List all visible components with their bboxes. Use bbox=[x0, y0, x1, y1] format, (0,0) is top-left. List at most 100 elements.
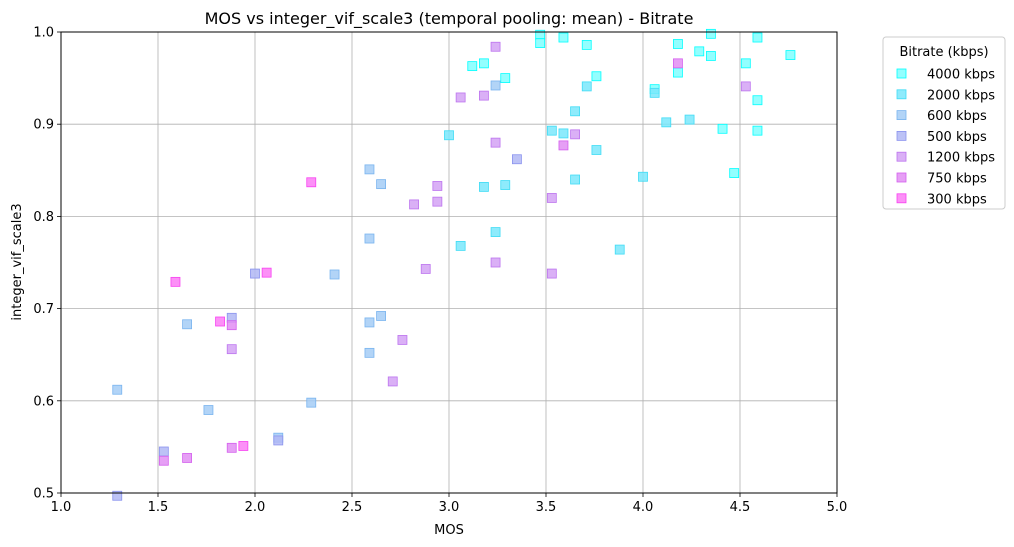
data-point bbox=[558, 140, 569, 151]
data-point bbox=[226, 442, 237, 453]
data-point bbox=[203, 405, 214, 415]
legend-label: 500 kbps bbox=[927, 130, 987, 145]
data-point bbox=[706, 51, 716, 61]
x-tick-label: 1.5 bbox=[148, 500, 169, 515]
data-point bbox=[535, 38, 546, 48]
data-point bbox=[467, 61, 478, 72]
data-point bbox=[546, 193, 557, 203]
series-300-kbps bbox=[170, 177, 317, 451]
data-point bbox=[444, 130, 454, 141]
data-point bbox=[785, 50, 796, 60]
data-point bbox=[306, 397, 317, 408]
chart-title: MOS vs integer_vif_scale3 (temporal pool… bbox=[205, 9, 694, 29]
data-point bbox=[546, 125, 557, 136]
series-2000-kbps bbox=[444, 81, 695, 255]
y-tick-label: 1.0 bbox=[33, 26, 54, 41]
data-point bbox=[500, 180, 511, 190]
data-point bbox=[364, 317, 375, 328]
data-point bbox=[420, 264, 431, 274]
legend-label: 1200 kbps bbox=[927, 151, 995, 166]
x-tick-label: 2.5 bbox=[342, 500, 363, 515]
y-tick-label: 0.9 bbox=[33, 118, 54, 133]
data-point bbox=[661, 117, 672, 128]
data-point bbox=[490, 80, 501, 91]
data-point bbox=[170, 276, 181, 287]
data-point bbox=[479, 58, 489, 69]
data-point bbox=[112, 384, 123, 395]
data-point bbox=[729, 168, 740, 178]
data-points bbox=[112, 28, 796, 501]
data-point bbox=[614, 244, 625, 255]
y-tick-label: 0.5 bbox=[33, 487, 54, 502]
data-point bbox=[158, 455, 169, 466]
data-point bbox=[364, 233, 375, 244]
data-point bbox=[558, 32, 569, 43]
data-point bbox=[158, 446, 169, 457]
x-tick-label: 5.0 bbox=[827, 500, 848, 515]
legend-marker bbox=[896, 89, 907, 100]
y-axis-label: integer_vif_scale3 bbox=[10, 203, 25, 320]
x-tick-label: 4.0 bbox=[633, 500, 654, 515]
data-point bbox=[706, 28, 716, 39]
data-point bbox=[638, 171, 648, 182]
data-point bbox=[397, 335, 408, 345]
data-point bbox=[512, 154, 522, 165]
legend-marker bbox=[896, 110, 907, 120]
y-tick-label: 0.7 bbox=[33, 302, 54, 317]
series-750-kbps bbox=[158, 58, 683, 466]
x-tick-label: 2.0 bbox=[245, 500, 266, 515]
x-tick-label: 1.0 bbox=[51, 500, 72, 515]
legend-label: 750 kbps bbox=[927, 172, 987, 187]
data-point bbox=[182, 319, 193, 330]
y-tick-label: 0.8 bbox=[33, 210, 54, 225]
series-1200-kbps bbox=[226, 41, 751, 387]
data-point bbox=[455, 92, 466, 103]
data-point bbox=[717, 123, 728, 134]
data-point bbox=[226, 320, 237, 331]
data-point bbox=[649, 87, 660, 98]
legend-label: 4000 kbps bbox=[927, 68, 995, 83]
data-point bbox=[432, 181, 443, 191]
data-point bbox=[740, 81, 751, 92]
data-point bbox=[238, 441, 249, 451]
data-point bbox=[364, 347, 375, 358]
data-point bbox=[455, 241, 466, 251]
data-point bbox=[490, 227, 501, 237]
data-point bbox=[673, 58, 683, 69]
y-tick-label: 0.6 bbox=[33, 394, 54, 409]
data-point bbox=[182, 453, 193, 463]
data-point bbox=[581, 40, 592, 50]
data-point bbox=[752, 32, 763, 43]
legend: Bitrate (kbps) 4000 kbps 2000 kbps 600 kbp… bbox=[882, 36, 1006, 210]
data-point bbox=[490, 137, 501, 148]
series-4000-kbps bbox=[467, 28, 796, 178]
data-point bbox=[329, 269, 340, 280]
legend-label: 600 kbps bbox=[927, 109, 987, 124]
data-point bbox=[752, 95, 763, 106]
data-point bbox=[591, 145, 602, 155]
legend-marker bbox=[896, 151, 907, 162]
legend-label: 2000 kbps bbox=[927, 88, 995, 103]
data-point bbox=[570, 174, 580, 185]
data-point bbox=[273, 435, 284, 446]
data-point bbox=[112, 490, 123, 501]
data-point bbox=[490, 41, 501, 52]
data-point bbox=[500, 73, 511, 83]
data-point bbox=[570, 129, 580, 140]
data-point bbox=[546, 268, 557, 279]
legend-marker bbox=[896, 130, 907, 141]
data-point bbox=[306, 177, 317, 188]
data-point bbox=[673, 39, 683, 49]
data-point bbox=[740, 58, 751, 69]
data-point bbox=[376, 311, 387, 321]
legend-marker bbox=[896, 172, 907, 183]
data-point bbox=[376, 179, 387, 190]
data-point bbox=[752, 125, 763, 136]
legend-title: Bitrate (kbps) bbox=[899, 45, 988, 60]
data-point bbox=[570, 106, 580, 117]
x-tick-label: 3.5 bbox=[536, 500, 557, 515]
x-tick-label: 4.5 bbox=[730, 500, 751, 515]
x-axis-label: MOS bbox=[434, 523, 464, 538]
data-point bbox=[479, 90, 489, 101]
